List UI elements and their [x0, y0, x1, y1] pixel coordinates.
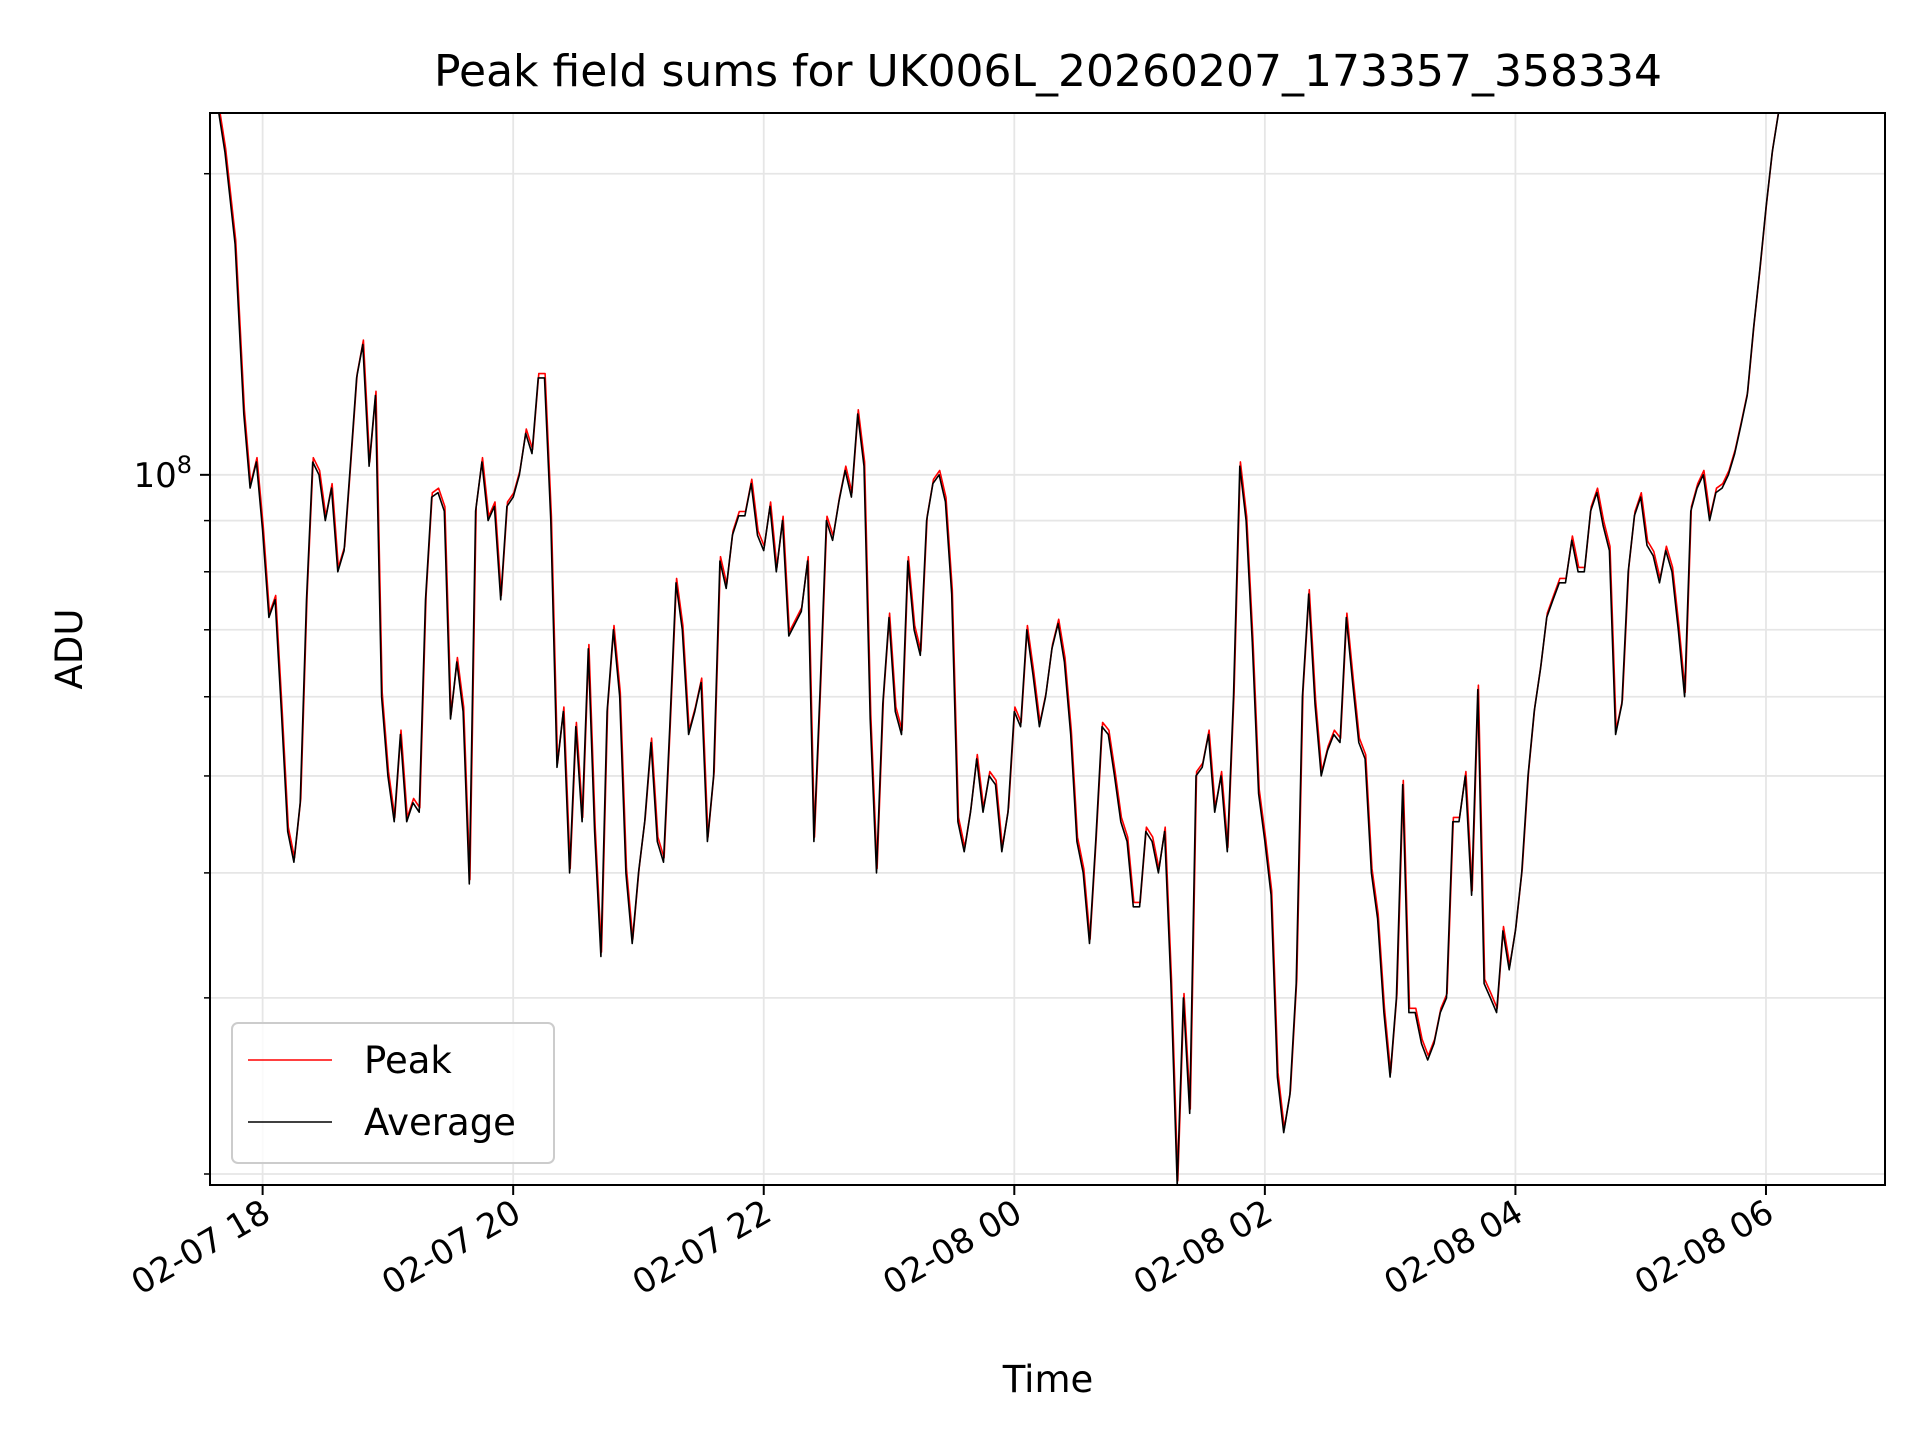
series-layer	[218, 113, 1780, 1185]
y-tick-label: 108	[133, 451, 192, 496]
plot-frame	[209, 112, 1886, 1186]
legend-label-peak: Peak	[364, 1039, 452, 1082]
series-line-average	[218, 113, 1780, 1185]
chart-title: Peak field sums for UK006L_20260207_1733…	[434, 46, 1662, 97]
x-axis-label: Time	[1002, 1358, 1094, 1401]
legend-label-average: Average	[364, 1101, 516, 1144]
y-axis: 108	[133, 172, 210, 1175]
legend-box	[231, 1022, 555, 1164]
y-axis-label: ADU	[48, 609, 91, 690]
grid	[210, 113, 1885, 1185]
legend: Peak Average	[231, 1022, 555, 1164]
